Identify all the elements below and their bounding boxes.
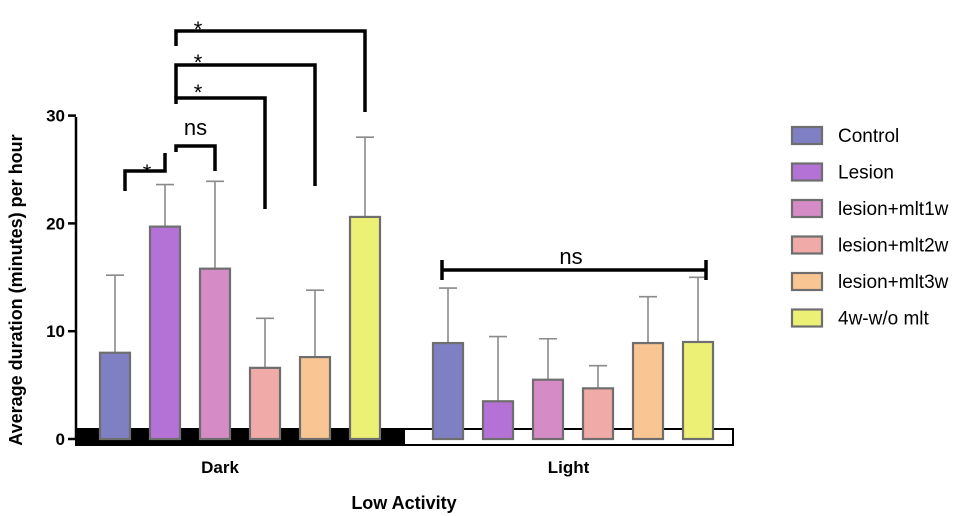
bar xyxy=(248,366,282,441)
significance-label: * xyxy=(194,80,203,105)
legend: Control Lesion lesion+mlt1w lesion+mlt2w les… xyxy=(790,125,949,330)
legend-label: lesion+mlt1w xyxy=(838,199,949,220)
bar xyxy=(431,341,465,441)
significance-bracket xyxy=(440,260,708,280)
bar xyxy=(298,355,332,441)
x-tick-label: Light xyxy=(548,458,590,477)
chart-axes: 0 10 20 30 xyxy=(46,107,78,449)
legend-label: lesion+mlt2w xyxy=(838,236,949,257)
significance-label: * xyxy=(194,17,203,42)
significance-label: ns xyxy=(184,115,207,140)
legend-swatch xyxy=(790,235,824,255)
legend-swatch xyxy=(790,271,824,292)
bar xyxy=(98,351,132,441)
legend-swatch xyxy=(790,162,824,182)
bar xyxy=(481,400,515,441)
significance-annotations: * ns * * * ns xyxy=(123,17,708,280)
bar xyxy=(531,378,565,441)
legend-label: Control xyxy=(838,126,899,147)
significance-bracket xyxy=(174,63,317,186)
legend-swatch xyxy=(790,198,824,219)
bar xyxy=(581,387,615,441)
x-tick-label: Dark xyxy=(201,458,239,477)
x-axis-title: Low Activity xyxy=(351,493,456,513)
y-axis-title: Average duration (minutes) per hour xyxy=(6,134,26,445)
bar xyxy=(198,267,232,441)
y-tick-label: 20 xyxy=(46,214,65,233)
bars xyxy=(98,136,715,441)
significance-label: * xyxy=(143,160,152,185)
y-tick-label: 0 xyxy=(56,430,65,449)
legend-swatch xyxy=(790,308,824,328)
legend-label: Lesion xyxy=(838,163,894,184)
significance-bracket xyxy=(174,144,217,171)
significance-bracket xyxy=(174,29,367,112)
legend-label: lesion+mlt3w xyxy=(838,272,949,293)
significance-bracket xyxy=(123,153,167,191)
bar xyxy=(681,340,715,441)
y-tick-label: 30 xyxy=(46,107,65,126)
y-tick-label: 10 xyxy=(46,322,65,341)
significance-label: * xyxy=(194,50,203,75)
significance-label: ns xyxy=(559,244,582,269)
bar xyxy=(348,215,382,441)
bar xyxy=(148,225,182,441)
bar xyxy=(631,341,665,441)
significance-bracket xyxy=(174,96,267,209)
legend-label: 4w-w/o mlt xyxy=(838,309,930,330)
legend-swatch xyxy=(790,125,824,146)
